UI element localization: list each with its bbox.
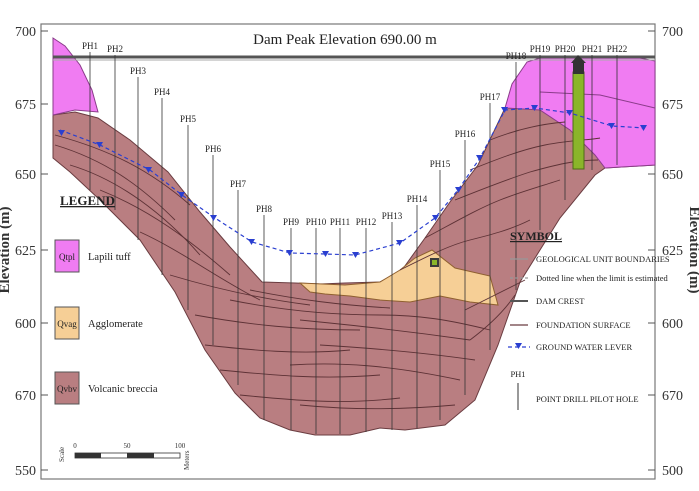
legend-label: Agglomerate: [88, 319, 143, 330]
agglomerate-unit: [298, 249, 499, 306]
ph-label: PH10: [306, 217, 327, 227]
right-tick-label: 600: [662, 317, 683, 332]
ph-label: PH7: [230, 179, 247, 189]
right-tick-label: 700: [662, 25, 683, 40]
ph-label: PH13: [382, 211, 403, 221]
left-tick-label: 670: [15, 389, 36, 404]
legend-code: Qvbv: [57, 384, 77, 394]
ph-label: PH22: [607, 44, 628, 54]
scale-bar: Scale 0 50 100 Meters: [58, 442, 191, 470]
legend: LEGEND Qtpl Lapili tuff Qvag Agglomerate…: [54, 193, 158, 405]
bedding-lines: [54, 121, 601, 410]
ph-label: PH9: [283, 217, 300, 227]
ph-label: PH2: [107, 44, 123, 54]
plot-frame: [40, 23, 656, 480]
right-axis: 700 675 650 625 600 670 500 Elevation (m…: [648, 25, 699, 479]
ph-label: PH20: [555, 44, 576, 54]
legend-title: LEGEND: [60, 193, 115, 208]
ph-label: PH19: [530, 44, 551, 54]
symbol-label: DAM CREST: [536, 296, 585, 306]
left-axis-title: Elevation (m): [0, 206, 13, 293]
pilot-hole-labels: PH1 PH2 PH3 PH4 PH5 PH6 PH7 PH8 PH9 PH10…: [82, 41, 627, 227]
ph-label: PH12: [356, 217, 377, 227]
right-tick-label: 625: [662, 244, 683, 259]
symbol-label: Dotted line when the limit is estimated: [536, 273, 668, 283]
symbol-legend: SYMBOL GEOLOGICAL UNIT BOUNDARIES Dotted…: [508, 229, 670, 410]
left-tick-label: 550: [15, 464, 36, 479]
ph-label: PH17: [480, 92, 501, 102]
symbol-ph-label: PH1: [510, 369, 525, 379]
right-tick-label: 675: [662, 98, 683, 113]
ph-label: PH5: [180, 114, 197, 124]
right-tick-label: 500: [662, 464, 683, 479]
ph-label: PH16: [455, 129, 476, 139]
legend-swatch-agglomerate: [54, 306, 80, 340]
legend-label: Lapili tuff: [88, 252, 131, 263]
survey-marker-icon: [430, 258, 439, 267]
scale-tick: 100: [175, 442, 186, 450]
ph-label: PH11: [330, 217, 350, 227]
legend-code: Qvag: [57, 319, 77, 329]
water-level-markers: [58, 105, 647, 258]
ph-label: PH1: [82, 41, 98, 51]
right-axis-title: Elevation (m): [686, 206, 699, 293]
ground-water-level-line: [59, 107, 646, 256]
scale-tick: 50: [124, 442, 132, 450]
ph-label: PH4: [154, 87, 171, 97]
left-tick-label: 700: [15, 25, 36, 40]
symbol-title: SYMBOL: [510, 229, 562, 243]
right-tick-label: 670: [662, 389, 683, 404]
right-tick-label: 650: [662, 168, 683, 183]
left-tick-label: 650: [15, 168, 36, 183]
ph-label: PH6: [205, 144, 222, 154]
left-tick-label: 675: [15, 98, 36, 113]
pilot-hole-lines: [89, 52, 618, 434]
legend-swatch-lapili-tuff: [54, 239, 80, 273]
lapili-tuff-right-lower-boundary: [539, 91, 656, 109]
ph-label: PH18: [506, 51, 527, 61]
symbol-label: POINT DRILL PILOT HOLE: [536, 394, 639, 404]
figure-title: Dam Peak Elevation 690.00 m: [253, 32, 437, 48]
scale-unit: Meters: [183, 450, 191, 470]
ph-label: PH21: [582, 44, 603, 54]
symbol-label: FOUNDATION SURFACE: [536, 320, 631, 330]
legend-label: Volcanic breccia: [88, 384, 158, 395]
drill-rig-icon: [571, 55, 586, 170]
symbol-label: GROUND WATER LEVER: [536, 342, 633, 352]
ph-label: PH3: [130, 66, 147, 76]
scale-tick: 0: [73, 442, 77, 450]
ph-label: PH15: [430, 159, 451, 169]
water-level-symbol-marker: [515, 343, 522, 349]
ph-label: PH14: [407, 194, 428, 204]
left-tick-label: 600: [15, 317, 36, 332]
legend-code: Qtpl: [59, 252, 76, 262]
symbol-label: GEOLOGICAL UNIT BOUNDARIES: [536, 254, 670, 264]
ph-label: PH8: [256, 204, 273, 214]
legend-swatch-volcanic-breccia: [54, 371, 80, 405]
left-tick-label: 625: [15, 244, 36, 259]
left-axis: 700 675 650 625 600 670 550 Elevation (m…: [0, 25, 48, 479]
scale-label: Scale: [58, 447, 66, 462]
